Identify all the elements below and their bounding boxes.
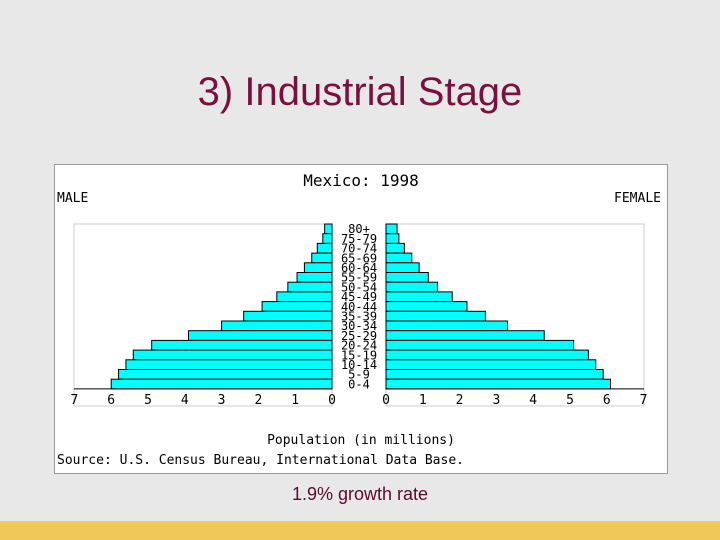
age-label-80+: 80+ (348, 222, 370, 236)
female-bar-25-29 (385, 330, 545, 341)
age-label-75-79: 75-79 (341, 232, 377, 246)
male-bar-10-14 (125, 359, 333, 371)
female-bar-50-54 (385, 281, 439, 293)
chart-title: Mexico: 1998 (303, 171, 419, 190)
age-label-35-39: 35-39 (341, 310, 377, 324)
female-tick-label-3: 3 (492, 393, 500, 408)
male-bar-40-44 (261, 301, 333, 312)
male-bar-30-34 (221, 320, 333, 332)
slide-title: 3) Industrial Stage (197, 70, 523, 114)
population-pyramid-chart: Mexico: 1998 MALE FEMALE 80+ 75-79 70-74 65… (54, 164, 668, 474)
female-bar-60-64 (385, 262, 420, 274)
growth-rate-caption: 1.9% growth rate (291, 484, 429, 504)
age-label-60-64: 60-64 (341, 261, 377, 275)
female-bar-35-39 (385, 310, 486, 322)
female-tick-label-1: 1 (419, 393, 427, 408)
age-label-70-74: 70-74 (341, 242, 377, 256)
age-label-20-24: 20-24 (341, 339, 377, 353)
age-label-30-34: 30-34 (341, 319, 377, 333)
male-bar-15-19 (132, 349, 333, 361)
age-label-5-9: 5-9 (348, 368, 370, 382)
female-label: FEMALE (614, 191, 661, 206)
male-tick-label-1: 1 (291, 393, 299, 408)
female-bar-75-79 (385, 233, 400, 244)
female-tick-label-6: 6 (603, 393, 611, 408)
age-label-45-49: 45-49 (341, 290, 377, 304)
female-bar-30-34 (385, 320, 508, 332)
female-bar-70-74 (385, 242, 405, 254)
male-tick-label-0: 0 (328, 393, 336, 408)
age-label-40-44: 40-44 (341, 300, 377, 314)
female-tick-label-0: 0 (382, 393, 390, 408)
bottom-accent-bar (0, 521, 720, 540)
female-tick-label-4: 4 (529, 393, 537, 408)
male-bar-35-39 (243, 310, 333, 322)
source-text: Source: U.S. Census Bureau, Internationa… (57, 453, 464, 468)
female-tick-label-2: 2 (456, 393, 464, 408)
male-bar-25-29 (187, 330, 333, 341)
male-bar-5-9 (118, 369, 333, 380)
female-bar-80+ (385, 223, 398, 235)
age-label-0-4: 0-4 (348, 377, 370, 391)
age-label-65-69: 65-69 (341, 251, 377, 265)
female-bar-5-9 (385, 369, 604, 380)
female-bar-10-14 (385, 359, 597, 371)
male-tick-label-3: 3 (218, 393, 226, 408)
female-bar-15-19 (385, 349, 589, 361)
female-bar-45-49 (385, 291, 453, 303)
male-tick-label-6: 6 (107, 393, 115, 408)
male-tick-label-7: 7 (70, 393, 78, 408)
male-bar-60-64 (303, 262, 333, 274)
female-bar-55-59 (385, 272, 429, 283)
male-tick-label-5: 5 (144, 393, 152, 408)
male-bar-55-59 (296, 272, 333, 283)
age-label-25-29: 25-29 (341, 329, 377, 343)
ticks-layer: 0 0 1 1 2 2 3 3 4 4 5 5 6 6 7 7 (70, 388, 648, 408)
male-bar-20-24 (151, 339, 333, 351)
male-bar-75-79 (322, 233, 333, 244)
female-tick-label-7: 7 (640, 393, 648, 408)
bars-layer (110, 223, 611, 390)
male-bar-70-74 (316, 242, 333, 254)
age-label-15-19: 15-19 (341, 348, 377, 362)
age-labels-layer: 80+75-7970-7465-6960-6455-5950-5445-4940… (341, 222, 377, 391)
x-axis-label: Population (in millions) (267, 433, 455, 448)
age-label-55-59: 55-59 (341, 271, 377, 285)
female-bar-40-44 (385, 301, 468, 312)
female-bar-0-4 (385, 378, 611, 390)
male-bar-0-4 (110, 378, 333, 390)
female-tick-label-5: 5 (566, 393, 574, 408)
male-tick-label-4: 4 (181, 393, 189, 408)
male-bar-80+ (324, 223, 333, 235)
male-bar-65-69 (311, 252, 333, 264)
female-bar-20-24 (385, 339, 575, 351)
male-tick-label-2: 2 (254, 393, 262, 408)
male-label: MALE (57, 191, 88, 206)
chart-svg: Mexico: 1998 MALE FEMALE 80+75-7970-7465… (57, 171, 661, 468)
female-bar-65-69 (385, 252, 413, 264)
male-bar-45-49 (276, 291, 333, 303)
age-label-10-14: 10-14 (341, 358, 377, 372)
age-label-50-54: 50-54 (341, 280, 377, 294)
male-bar-50-54 (287, 281, 333, 293)
